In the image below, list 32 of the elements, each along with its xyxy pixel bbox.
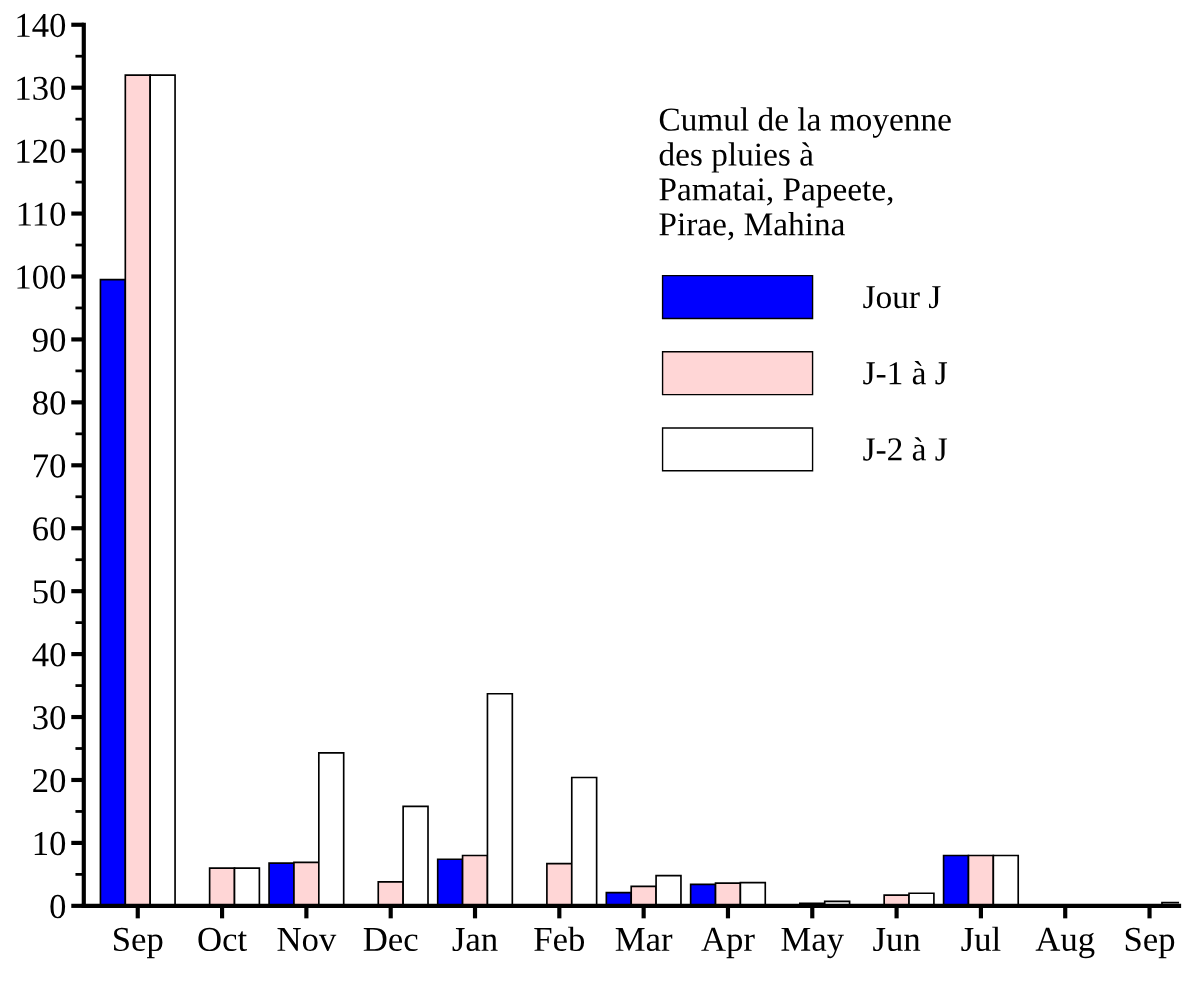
y-tick-label: 30	[33, 706, 66, 730]
legend-title: Cumul de la moyenne des pluies à Pamatai, Papeete, Pirae, Mahina	[659, 107, 951, 241]
x-tick-label: Oct	[198, 927, 247, 952]
legend-label: J-2 à J	[863, 437, 948, 461]
x-tick-label: Sep	[114, 927, 163, 959]
y-tick-label: 100	[17, 265, 66, 289]
y-tick-label: 60	[33, 517, 66, 541]
y-tick-label: 50	[33, 580, 66, 604]
x-tick-label: Sep	[1125, 927, 1175, 959]
y-tick-label: 130	[17, 76, 66, 101]
y-tick-label: 40	[32, 643, 66, 667]
x-tick-label: May	[781, 927, 844, 959]
y-tick-label: 80	[33, 391, 66, 415]
y-tick-label: 120	[17, 139, 66, 164]
y-tick-label: 20	[33, 768, 66, 793]
x-tick-label: Apr	[701, 927, 755, 959]
y-tick-label: 140	[17, 13, 66, 38]
y-tick-label: 0	[50, 894, 66, 919]
y-tick-label: 70	[34, 454, 66, 478]
x-tick-label: Jan	[452, 928, 498, 952]
x-tick-label: Nov	[277, 928, 337, 952]
y-tick-label: 10	[34, 831, 66, 856]
x-tick-label: Jul	[961, 926, 1001, 952]
x-tick-label: Mar	[615, 928, 673, 952]
legend-label: Jour J	[863, 286, 941, 309]
x-tick-label: Aug	[1035, 927, 1095, 959]
legend-label: J-1 à J	[863, 360, 948, 385]
x-tick-label: Jun	[873, 928, 921, 952]
y-tick-label: 90	[32, 328, 66, 352]
x-tick-label: Feb	[534, 926, 585, 952]
y-tick-label: 110	[18, 202, 66, 226]
x-tick-label: Dec	[363, 928, 418, 952]
